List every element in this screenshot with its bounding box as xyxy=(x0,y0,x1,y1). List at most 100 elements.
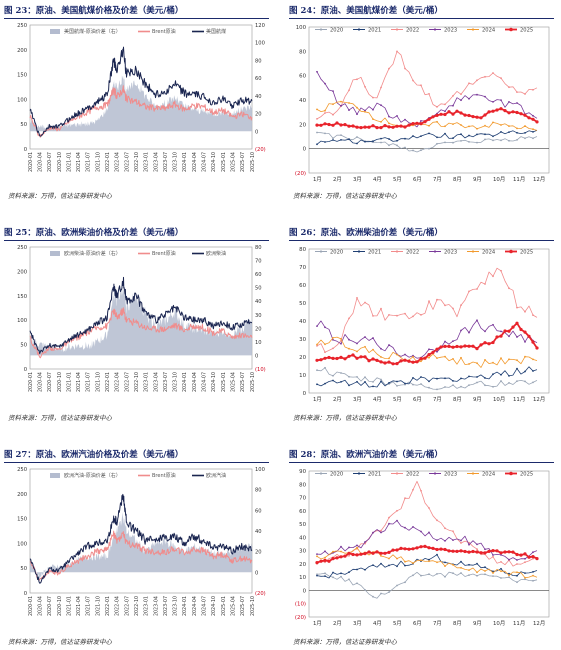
legend-marker xyxy=(395,250,399,253)
x-tick-label: 2022-01 xyxy=(105,372,111,392)
x-tick-label: 9月 xyxy=(473,176,482,183)
series-point-2022 xyxy=(524,93,526,95)
series-point-2022 xyxy=(476,288,478,290)
x-tick-label: 10月 xyxy=(493,176,505,183)
series-point-2024 xyxy=(396,353,398,356)
series-point-2023 xyxy=(324,82,326,85)
legend-marker xyxy=(433,250,437,253)
y-right-tick-label: 0 xyxy=(255,353,258,359)
series-point-2022 xyxy=(412,315,414,318)
series-point-2023 xyxy=(364,541,366,543)
series-point-2023 xyxy=(340,105,342,107)
series-point-2025 xyxy=(315,358,319,362)
series-point-2021 xyxy=(364,381,366,383)
series-point-2024 xyxy=(452,123,454,125)
series-point-2023 xyxy=(468,543,470,546)
series-point-2025 xyxy=(491,109,495,113)
x-tick-label: 2025-04 xyxy=(230,596,236,616)
y-tick-label: 60 xyxy=(299,283,306,289)
series-point-2024 xyxy=(356,546,358,549)
series-point-2025 xyxy=(483,113,487,117)
x-tick-label: 2020-07 xyxy=(47,372,53,392)
x-tick-label: 2025-10 xyxy=(250,372,256,392)
series-point-2020 xyxy=(316,131,318,134)
series-point-2025 xyxy=(487,549,491,553)
series-point-2024 xyxy=(524,355,526,358)
chart-title: 图 24：原油、美国航煤价差（美元/桶） xyxy=(289,4,554,19)
chart-source: 资料来源：万得，信达证券研发中心 xyxy=(8,192,112,200)
series-point-2025 xyxy=(399,359,403,363)
legend-label: Brent原油 xyxy=(152,28,176,35)
series-point-2021 xyxy=(340,572,342,575)
x-tick-label: 2025-04 xyxy=(230,152,236,172)
y-tick-label: 0 xyxy=(303,391,307,397)
series-point-2025 xyxy=(471,344,475,348)
series-point-2024 xyxy=(500,124,502,126)
series-point-2020 xyxy=(324,572,326,575)
series-point-2021 xyxy=(396,565,398,568)
x-tick-label: 2023-01 xyxy=(144,596,150,616)
legend-marker xyxy=(509,471,513,476)
series-point-2025 xyxy=(423,356,427,360)
series-point-2020 xyxy=(428,147,430,150)
series-spread-area xyxy=(30,283,252,356)
x-tick-label: 2025-07 xyxy=(240,152,246,172)
series-point-2022 xyxy=(396,50,398,53)
series-point-2025 xyxy=(327,122,331,127)
series-point-2024 xyxy=(524,576,526,579)
y-tick-label: 40 xyxy=(299,319,306,325)
series-point-2020 xyxy=(436,573,438,575)
series-point-2020 xyxy=(500,577,502,579)
series-point-2020 xyxy=(372,381,374,383)
series-point-2025 xyxy=(407,547,411,551)
series-point-2025 xyxy=(403,125,407,129)
chart-title: 图 25：原油、欧洲柴油价格及价差（美元/桶） xyxy=(4,226,269,241)
series-point-2025 xyxy=(527,116,531,120)
series-point-2025 xyxy=(351,353,355,357)
series-point-2025 xyxy=(391,125,395,129)
series-point-2021 xyxy=(500,131,502,133)
series-point-2021 xyxy=(436,136,438,139)
chart-24: (20) 0 20 40 60 80 100 1月 2月 3月 4月 5月 6月 7月 8月 9月 10月 11月… xyxy=(295,25,550,183)
legend-label: 欧洲柴油 xyxy=(206,250,226,257)
y-left-tick-label: 0 xyxy=(24,147,27,153)
x-tick-label: 2022-10 xyxy=(134,152,140,172)
series-point-2025 xyxy=(327,355,331,360)
series-point-2023 xyxy=(476,543,478,546)
series-point-2021 xyxy=(332,379,334,382)
series-point-2020 xyxy=(364,589,366,591)
series-point-2020 xyxy=(484,138,486,141)
series-point-2021 xyxy=(316,383,318,386)
x-tick-label: 2021-07 xyxy=(86,596,92,616)
series-point-2025 xyxy=(423,544,427,548)
plot-frame xyxy=(308,26,550,174)
series-point-2025 xyxy=(523,330,527,334)
series-point-2025 xyxy=(415,121,419,125)
x-tick-label: 2月 xyxy=(333,176,342,183)
series-point-2022 xyxy=(316,345,318,347)
series-point-2023 xyxy=(420,120,422,122)
series-point-2025 xyxy=(507,329,511,333)
series-point-2025 xyxy=(319,358,323,362)
y-tick-label: 100 xyxy=(296,25,307,31)
series-point-2022 xyxy=(436,106,438,108)
series-line-2022 xyxy=(316,267,538,353)
series-point-2025 xyxy=(463,344,467,348)
series-point-2025 xyxy=(503,109,507,113)
legend-swatch xyxy=(50,473,60,478)
series-point-2025 xyxy=(355,356,359,360)
x-tick-label: 2月 xyxy=(333,396,342,403)
series-point-2025 xyxy=(363,355,367,359)
series-point-2023 xyxy=(484,95,486,98)
series-point-2021 xyxy=(484,377,486,379)
series-point-2025 xyxy=(503,550,507,554)
series-point-2020 xyxy=(420,383,422,385)
series-point-2024 xyxy=(508,574,510,577)
series-point-2021 xyxy=(524,132,526,134)
y-tick-label: 80 xyxy=(299,247,306,253)
series-point-2025 xyxy=(367,359,371,363)
series-point-2021 xyxy=(500,373,502,376)
series-point-2023 xyxy=(348,338,350,341)
y-tick-label: 80 xyxy=(299,49,306,55)
series-point-2021 xyxy=(476,133,478,136)
